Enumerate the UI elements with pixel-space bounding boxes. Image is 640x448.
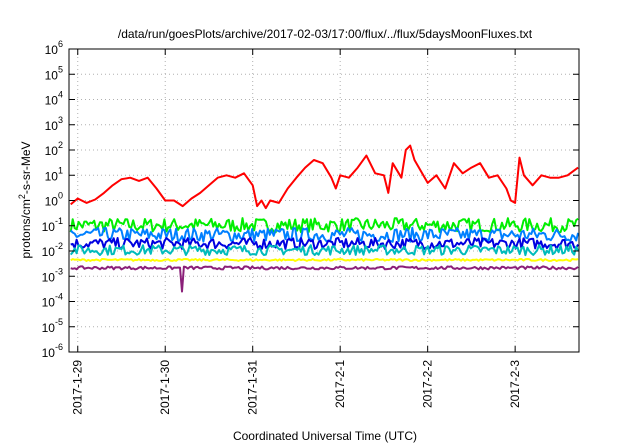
- y-tick-label: 10-4: [42, 292, 63, 310]
- series-line-4: [69, 244, 580, 257]
- y-tick-label: 10-2: [42, 241, 63, 259]
- x-axis-label: Coordinated Universal Time (UTC): [233, 429, 417, 443]
- x-tick-label: 2017-1-31: [246, 360, 260, 415]
- y-tick-label: 103: [45, 115, 63, 133]
- series-line-1: [69, 217, 579, 234]
- y-tick-label: 100: [45, 191, 63, 209]
- grid: [69, 48, 579, 353]
- y-tick-label: 106: [45, 39, 63, 57]
- series-line-6: [70, 265, 579, 293]
- y-tick-label: 10-6: [42, 342, 63, 360]
- svg-text:protons/cm2-s-sr-MeV: protons/cm2-s-sr-MeV: [17, 141, 33, 258]
- y-tick-label: 104: [45, 90, 63, 108]
- series-line-0: [70, 144, 579, 210]
- y-tick-label: 102: [45, 140, 63, 158]
- y-axis-label: protons/cm2-s-sr-MeV: [17, 141, 33, 258]
- y-tick-label: 101: [45, 165, 63, 183]
- y-tick-label: 105: [45, 64, 63, 82]
- series-line-5: [70, 258, 579, 262]
- series-line-2: [69, 226, 580, 243]
- x-tick-label: 2017-2-3: [508, 360, 522, 408]
- axis-ticks: 2017-1-29 2017-1-30 2017-1-31 2017-2-1 2017-…: [42, 39, 579, 415]
- data-series: [69, 144, 580, 293]
- y-tick-label: 10-5: [42, 317, 63, 335]
- y-tick-label: 10-1: [42, 216, 63, 234]
- chart-title: /data/run/goesPlots/archive/2017-02-03/1…: [118, 27, 533, 41]
- x-tick-label: 2017-1-30: [158, 360, 172, 415]
- x-tick-label: 2017-2-2: [421, 360, 435, 408]
- x-tick-label: 2017-2-1: [333, 360, 347, 408]
- series-line-3: [70, 236, 579, 250]
- y-tick-label: 10-3: [42, 266, 63, 284]
- x-tick-label: 2017-1-29: [71, 360, 85, 415]
